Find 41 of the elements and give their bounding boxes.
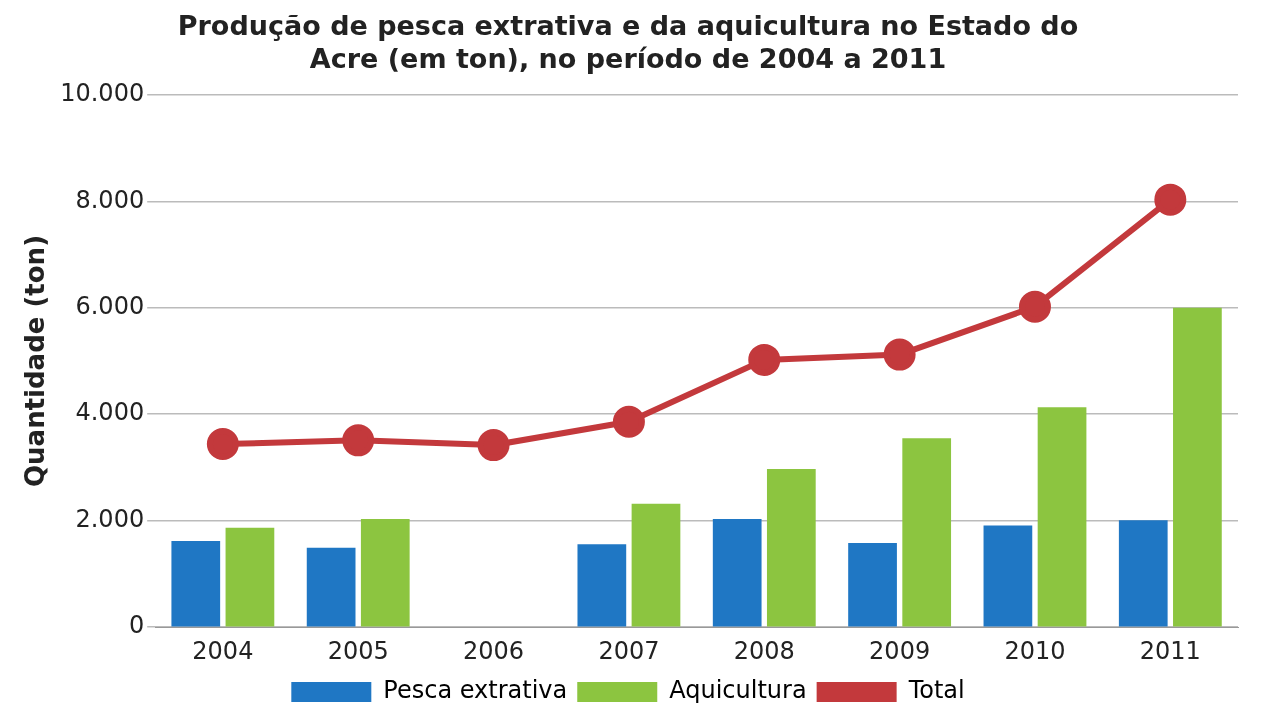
bar [902, 438, 952, 627]
bar [631, 503, 681, 627]
x-tick-label: 2006 [463, 636, 525, 665]
bar [1037, 407, 1087, 627]
y-tick-label: 2.000 [75, 504, 145, 533]
y-tick-label: 8.000 [75, 185, 145, 214]
bar [983, 525, 1033, 627]
y-tick-label: 6.000 [75, 291, 145, 320]
bar [225, 527, 275, 627]
x-tick-label: 2010 [1004, 636, 1066, 665]
bar [171, 540, 221, 627]
legend-label: Aquicultura [669, 676, 807, 705]
bar [712, 519, 762, 627]
point [1018, 290, 1051, 323]
point [748, 343, 781, 376]
x-tick-label: 2011 [1139, 636, 1201, 665]
x-tick-label: 2009 [869, 636, 931, 665]
y-tick-label: 10.000 [60, 79, 145, 108]
bar [766, 469, 816, 627]
y-tick-label: 0 [128, 611, 145, 640]
y-tick-label: 4.000 [75, 398, 145, 427]
chart-title: Produção de pesca extrativa e da aquicultura no Estado do Acre (em ton), no período de 2004 a 2011 [177, 10, 1079, 74]
bar [360, 519, 410, 627]
bar [577, 544, 627, 627]
point [206, 428, 239, 461]
point [883, 338, 916, 371]
x-tick-label: 2004 [192, 636, 254, 665]
bar [848, 543, 897, 627]
bar [1118, 520, 1168, 627]
bar [306, 547, 356, 627]
bar [1173, 307, 1222, 627]
point [342, 424, 375, 457]
x-tick-label: 2005 [327, 636, 389, 665]
y-axis-title: Quantidade (ton) [20, 234, 51, 488]
x-tick-label: 2008 [733, 636, 795, 665]
legend-label: Pesca extrativa [383, 676, 568, 705]
point [477, 429, 510, 462]
legend-label: Total [907, 676, 965, 705]
x-tick-label: 2007 [598, 636, 660, 665]
point [612, 405, 645, 438]
point [1154, 183, 1187, 216]
